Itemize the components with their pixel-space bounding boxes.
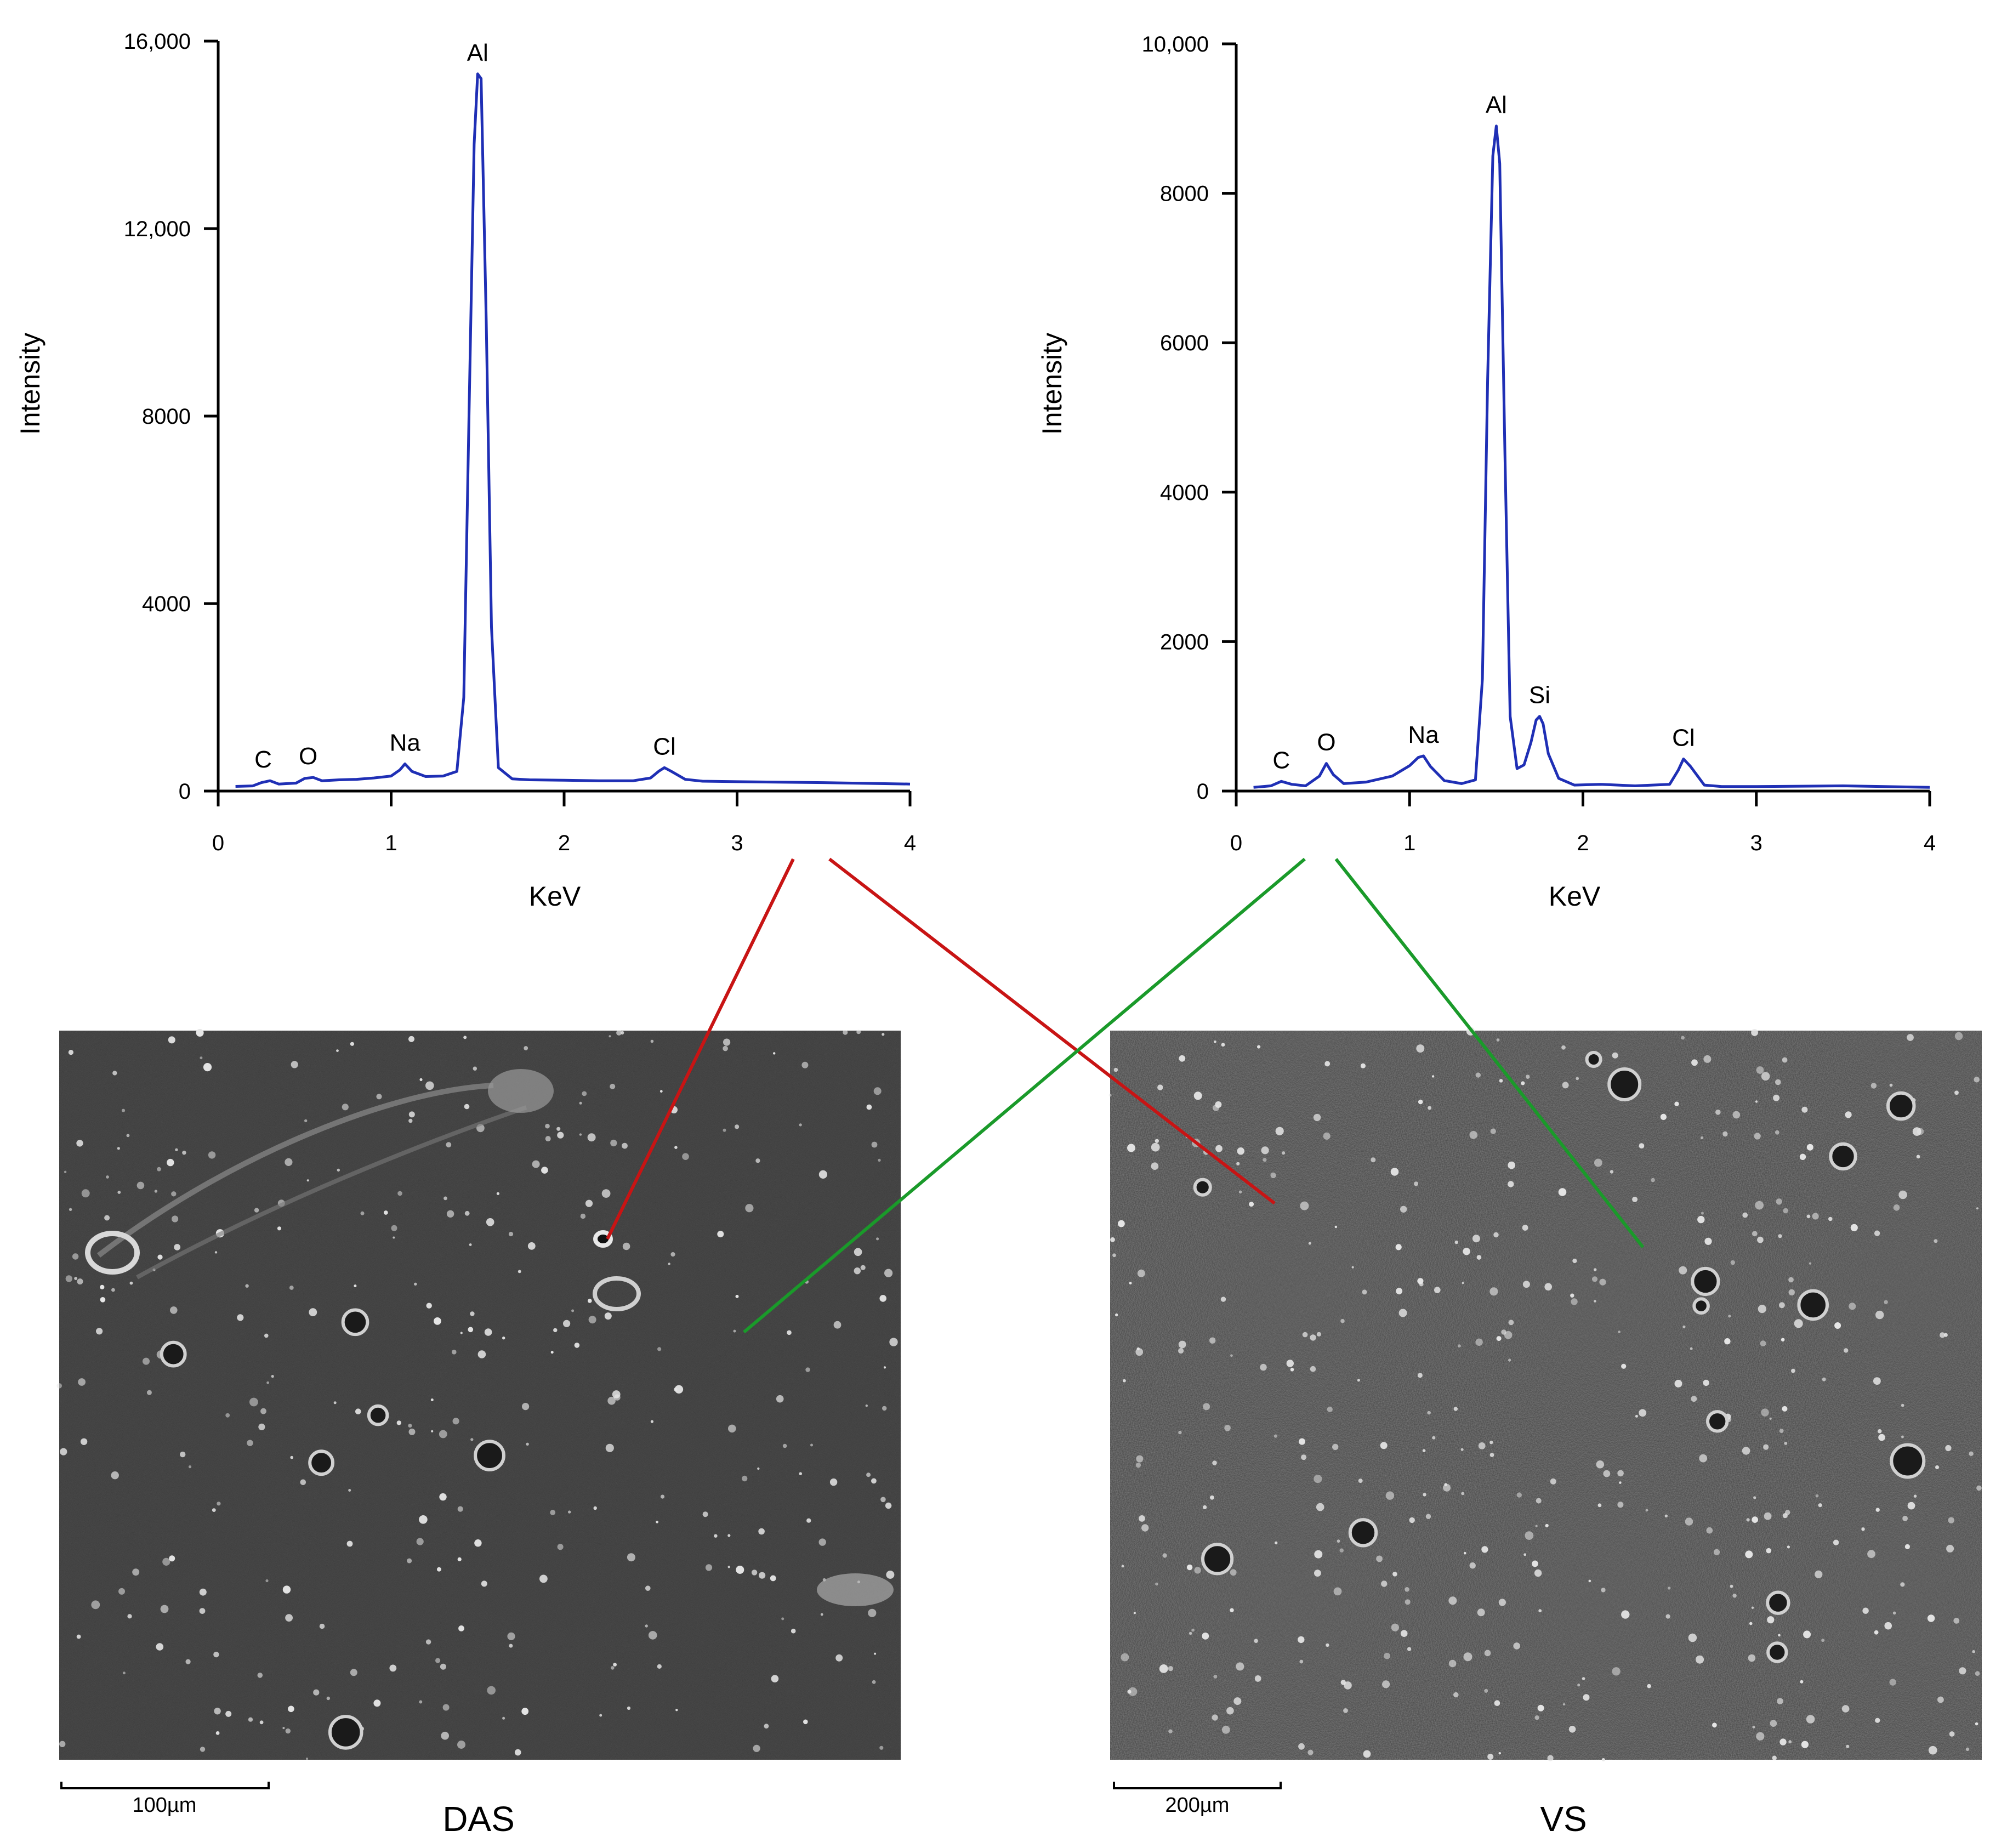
y-tick-label: 2000	[1160, 630, 1209, 654]
connector-red-to-vs	[828, 857, 1276, 1205]
x-tick-label: 4	[904, 831, 916, 855]
peak-label: Cl	[1672, 724, 1695, 751]
y-tick-label: 4000	[1160, 481, 1209, 505]
y-tick-label: 16,000	[124, 30, 191, 54]
eds-spectrum-das: 0 4000 8000 12,000 16,000 0 1 2 3 4 Intensity KeV…	[15, 30, 916, 912]
sem-micrograph-das	[56, 1029, 901, 1760]
peak-label: C	[254, 746, 272, 773]
peak-labels: CO Na Al Si Cl	[1272, 92, 1695, 774]
x-tick-label: 3	[731, 831, 743, 855]
y-tick-label: 10,000	[1142, 32, 1209, 56]
x-axis-title: KeV	[529, 881, 581, 912]
peak-label: Si	[1529, 682, 1550, 709]
peak-label: Al	[467, 39, 488, 66]
connector-red-to-das	[606, 858, 795, 1240]
spectrum-line	[235, 72, 911, 788]
connector-lines	[606, 857, 1645, 1334]
tick-labels: 0 4000 8000 12,000 16,000 0 1 2 3 4	[124, 30, 916, 855]
y-tick-label: 6000	[1160, 331, 1209, 355]
sem-micrograph-vs	[1108, 1027, 1982, 1761]
x-tick-label: 1	[1403, 831, 1415, 855]
tick-labels: 0 2000 4000 6000 8000 10,000 0 1 2 3 4	[1142, 32, 1936, 855]
peak-label: O	[1317, 729, 1335, 756]
y-tick-label: 8000	[1160, 182, 1209, 206]
y-tick-label: 4000	[142, 592, 191, 616]
peak-label: O	[299, 743, 317, 770]
scale-bar-label: 200µm	[1165, 1794, 1230, 1817]
x-tick-label: 0	[212, 831, 224, 855]
y-tick-label: 0	[1197, 780, 1209, 804]
peak-label: C	[1272, 747, 1290, 774]
x-tick-label: 1	[385, 831, 397, 855]
peak-label: Cl	[653, 733, 676, 760]
eds-spectrum-vs: 0 2000 4000 6000 8000 10,000 0 1 2 3 4 Intensity K…	[1037, 32, 1936, 912]
y-axis-title: Intensity	[15, 333, 46, 435]
x-tick-label: 4	[1924, 831, 1936, 855]
caption-vs: VS	[1540, 1799, 1587, 1839]
axes	[1235, 44, 1930, 793]
x-axis-title: KeV	[1549, 881, 1601, 912]
tick-marks	[1222, 42, 1931, 806]
peak-labels: C O Na Al Cl	[254, 39, 676, 773]
scale-bar-das: 100µm	[60, 1782, 270, 1817]
x-tick-label: 0	[1230, 831, 1242, 855]
y-axis-title: Intensity	[1037, 333, 1067, 435]
x-tick-label: 2	[1577, 831, 1589, 855]
axes	[217, 41, 910, 793]
connector-green-to-vs	[1334, 858, 1645, 1248]
series	[235, 72, 911, 788]
spectrum-line	[1253, 124, 1930, 789]
scale-bar-vs: 200µm	[1113, 1782, 1282, 1817]
y-tick-label: 0	[179, 780, 191, 804]
caption-das: DAS	[442, 1799, 515, 1839]
y-tick-label: 12,000	[124, 217, 191, 241]
y-tick-label: 8000	[142, 405, 191, 429]
tick-marks	[204, 39, 912, 806]
series	[1253, 124, 1930, 789]
peak-label: Na	[1408, 721, 1439, 748]
x-tick-label: 3	[1750, 831, 1762, 855]
peak-label: Na	[390, 729, 421, 756]
connector-green-to-das	[743, 857, 1306, 1334]
peak-label: Al	[1486, 92, 1507, 118]
x-tick-label: 2	[558, 831, 570, 855]
scale-bar-label: 100µm	[133, 1794, 197, 1817]
